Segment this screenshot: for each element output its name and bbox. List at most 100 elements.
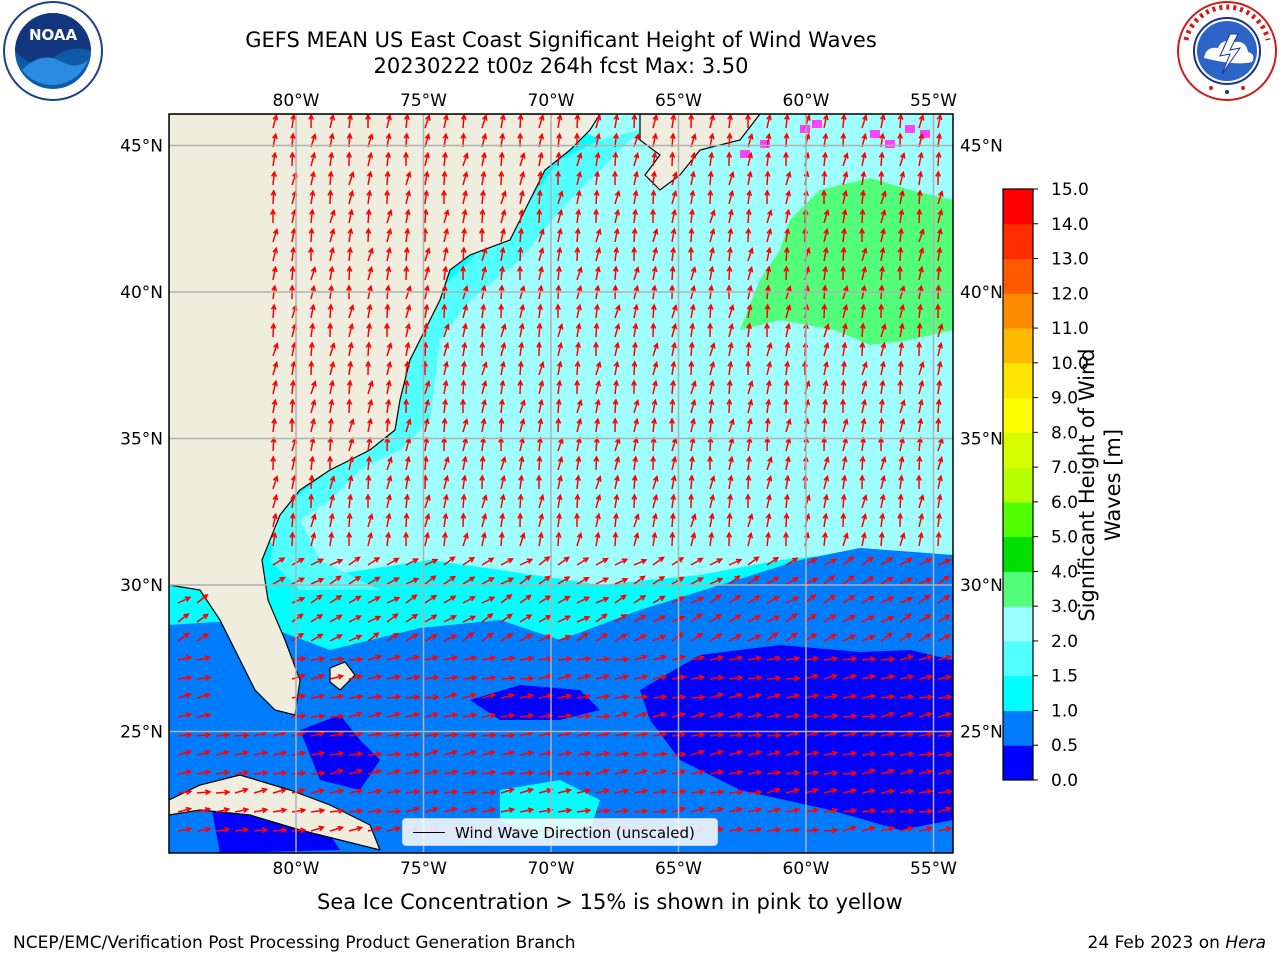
wave-arrow bbox=[461, 341, 468, 357]
wave-arrow bbox=[498, 398, 505, 414]
wave-arrow bbox=[783, 379, 790, 395]
wave-arrow bbox=[595, 768, 610, 775]
wave-arrow bbox=[652, 360, 659, 376]
wave-arrow bbox=[500, 787, 515, 794]
wave-arrow bbox=[937, 474, 943, 490]
wave-arrow bbox=[498, 151, 505, 167]
wave-arrow bbox=[917, 531, 924, 547]
wave-arrow bbox=[804, 787, 820, 794]
wave-arrow bbox=[423, 189, 430, 205]
wave-arrow bbox=[878, 417, 885, 433]
wave-arrow bbox=[500, 558, 514, 566]
wave-arrow bbox=[937, 788, 953, 795]
wave-arrow bbox=[500, 750, 516, 756]
wave-arrow bbox=[234, 750, 250, 756]
wave-arrow bbox=[289, 379, 296, 395]
colorbar-swatch bbox=[1003, 189, 1033, 225]
wave-arrow bbox=[500, 474, 507, 490]
wave-arrow bbox=[784, 474, 791, 490]
wave-arrow bbox=[291, 787, 307, 794]
wave-arrow bbox=[310, 656, 326, 663]
wave-arrow bbox=[783, 114, 790, 129]
wave-arrow bbox=[481, 398, 487, 414]
wave-arrow bbox=[481, 732, 497, 739]
wave-arrow bbox=[367, 576, 381, 585]
wave-arrow bbox=[936, 114, 943, 129]
wave-arrow bbox=[709, 594, 722, 604]
wave-arrow bbox=[576, 656, 592, 663]
wave-arrow bbox=[766, 360, 773, 376]
wave-arrow bbox=[897, 265, 903, 280]
wave-arrow bbox=[576, 713, 592, 720]
wave-arrow bbox=[499, 512, 506, 528]
wave-arrow bbox=[404, 474, 411, 490]
wave-arrow bbox=[614, 674, 630, 680]
wave-arrow bbox=[652, 556, 665, 566]
wave-arrow bbox=[424, 398, 431, 414]
wave-arrow bbox=[766, 246, 772, 262]
wave-arrow bbox=[500, 732, 516, 739]
wave-arrow bbox=[329, 342, 336, 357]
wave-arrow bbox=[709, 493, 716, 509]
wave-arrow bbox=[499, 246, 506, 262]
wave-arrow bbox=[859, 341, 866, 357]
wave-arrow bbox=[405, 633, 419, 642]
wave-arrow bbox=[481, 612, 494, 623]
wave-arrow bbox=[519, 769, 535, 776]
lon-label-top: 55°W bbox=[910, 91, 957, 111]
wave-arrow bbox=[365, 455, 372, 471]
wave-arrow bbox=[632, 208, 639, 224]
wave-arrow bbox=[707, 322, 714, 338]
noaa-logo: NOAA bbox=[3, 1, 103, 101]
wave-arrow bbox=[899, 788, 915, 795]
wave-arrow bbox=[517, 114, 524, 129]
wave-arrow bbox=[443, 731, 459, 738]
wave-arrow bbox=[404, 208, 411, 224]
wave-arrow bbox=[937, 323, 944, 338]
wave-arrow bbox=[424, 614, 438, 623]
wave-arrow bbox=[688, 493, 695, 509]
wave-arrow bbox=[405, 674, 421, 681]
wave-arrow bbox=[498, 531, 505, 547]
wave-arrow bbox=[538, 595, 552, 604]
wave-arrow bbox=[308, 493, 315, 509]
wave-arrow bbox=[460, 114, 467, 129]
wave-band-0-0-5 bbox=[470, 685, 600, 720]
lon-label-bottom: 80°W bbox=[273, 859, 320, 879]
wave-arrow bbox=[346, 379, 353, 395]
wave-arrow bbox=[329, 360, 336, 376]
wave-arrow bbox=[404, 360, 411, 376]
sea-ice-cell bbox=[740, 150, 750, 158]
wave-arrow bbox=[500, 341, 507, 357]
wave-arrow bbox=[880, 576, 894, 585]
wave-arrow bbox=[690, 557, 704, 566]
wave-arrow bbox=[462, 631, 475, 642]
wave-arrow bbox=[367, 768, 383, 775]
wave-arrow bbox=[937, 826, 953, 832]
wave-arrow bbox=[595, 713, 611, 720]
wave-arrow bbox=[898, 455, 905, 471]
wave-arrow bbox=[765, 512, 772, 528]
wave-arrow bbox=[937, 341, 944, 357]
colorbar-swatch bbox=[1003, 328, 1033, 364]
wave-arrow bbox=[652, 694, 668, 701]
wave-arrow bbox=[917, 151, 924, 167]
wave-arrow bbox=[480, 417, 487, 433]
wave-arrow bbox=[424, 594, 438, 604]
wave-arrow bbox=[880, 360, 886, 376]
wave-arrow bbox=[367, 693, 383, 700]
wave-arrow bbox=[861, 656, 877, 663]
wave-arrow bbox=[574, 227, 581, 243]
wave-arrow bbox=[519, 693, 535, 699]
wave-arrow bbox=[766, 692, 782, 699]
wave-arrow bbox=[671, 557, 685, 566]
wave-arrow bbox=[384, 417, 391, 433]
wave-arrow bbox=[557, 673, 573, 680]
wave-arrow bbox=[918, 694, 934, 701]
wave-arrow bbox=[253, 750, 269, 756]
wave-arrow bbox=[593, 208, 600, 224]
wave-arrow bbox=[785, 712, 801, 719]
wave-arrow bbox=[842, 750, 858, 757]
wave-arrow bbox=[424, 674, 440, 681]
wave-arrow bbox=[538, 575, 551, 585]
